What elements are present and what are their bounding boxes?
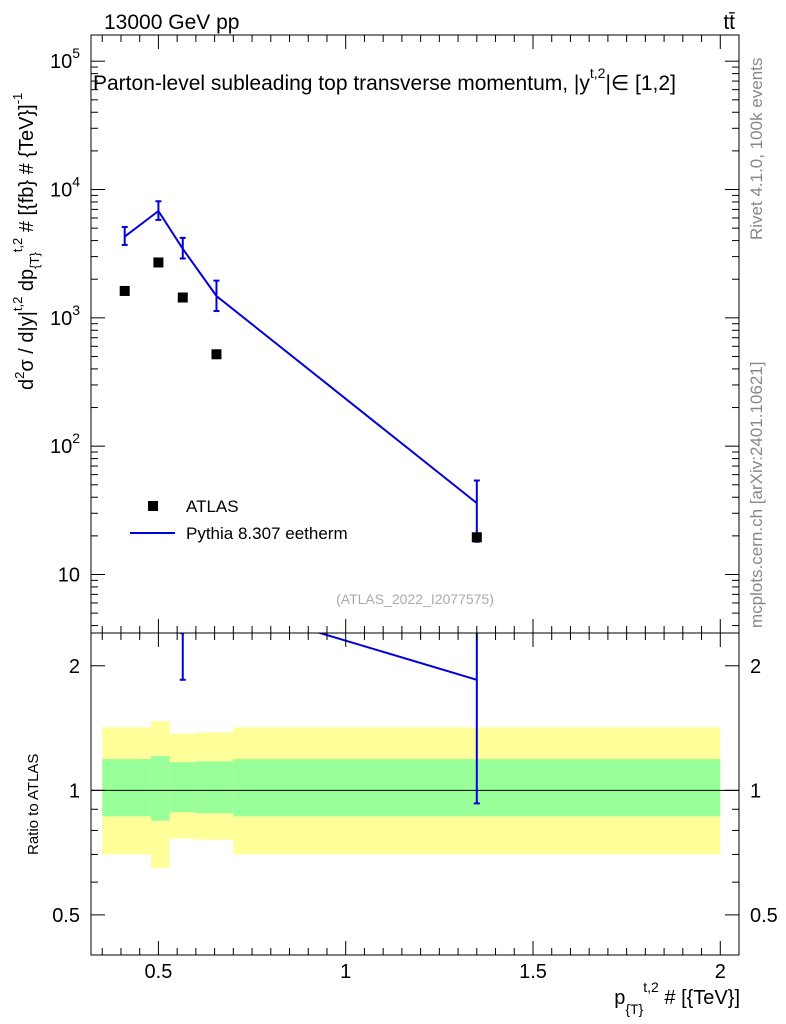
ratio-panel: 0.5 0.5 1 1 2 2 0.5 1 1.5 2 Ratio to ATLAS p{T}t…	[25, 632, 778, 1017]
chart-title-sup: t,2	[590, 65, 606, 81]
ratio-y-axis-ticks: 0.5 0.5 1 1 2 2	[52, 656, 778, 956]
ratio-plot-area	[90, 632, 740, 956]
chart-title-tail: |∈ [1,2]	[605, 72, 675, 95]
main-panel: 10 102 103 104 105 Parton-level subleading t…	[10, 34, 740, 634]
legend-label-atlas: ATLAS	[186, 497, 239, 516]
x-axis-label: p{T}t,2 # [{TeV}]	[614, 979, 740, 1017]
legend-label-pythia: Pythia 8.307 eetherm	[186, 524, 348, 543]
legend-marker-atlas	[148, 501, 158, 511]
ratio-y-tick-label-right: 2	[750, 656, 761, 678]
x-tick-label: 2	[715, 961, 726, 983]
main-y-tick-label: 10	[58, 564, 80, 586]
process-label: tt̄	[723, 11, 735, 34]
x-tick-label: 1.5	[519, 961, 547, 983]
main-y-tick-label: 102	[50, 430, 80, 458]
ratio-band-green	[195, 761, 234, 814]
x-tick-label: 0.5	[145, 961, 173, 983]
ratio-pythia-line	[178, 633, 478, 681]
energy-label: 13000 GeV pp	[104, 11, 239, 34]
main-y-axis-label: d2σ / d|y|t,2 dp{T}t,2 # [{fb} # {TeV}]-…	[10, 93, 42, 390]
atlas-data-point	[211, 349, 222, 360]
ratio-y-tick-label-left: 1	[69, 780, 80, 802]
analysis-id-annotation: (ATLAS_2022_I2077575)	[336, 591, 494, 607]
legend: ATLAS Pythia 8.307 eetherm	[130, 497, 348, 543]
ratio-y-tick-label-right: 0.5	[750, 905, 778, 927]
main-series-layer	[119, 200, 482, 543]
ratio-y-axis-label: Ratio to ATLAS	[25, 754, 42, 855]
x-tick-label: 1	[340, 961, 351, 983]
main-x-axis-ticks	[101, 35, 740, 633]
atlas-data-point	[471, 532, 482, 543]
rivet-version-label: Rivet 4.1.0, 100k events	[747, 58, 766, 240]
main-y-tick-label: 104	[50, 174, 80, 202]
main-y-tick-label: 105	[50, 45, 80, 73]
ratio-band-green	[169, 762, 196, 813]
ratio-band-green	[102, 759, 151, 817]
ratio-band-green	[150, 756, 170, 821]
ratio-uncertainty-bands	[102, 721, 721, 868]
atlas-data-point	[119, 285, 130, 296]
atlas-data-point	[153, 257, 164, 268]
mcplots-label: mcplots.cern.ch [arXiv:2401.10621]	[747, 362, 766, 628]
main-y-tick-label: 103	[50, 302, 80, 330]
ratio-y-tick-label-left: 0.5	[52, 905, 80, 927]
chart-title: Parton-level subleading top transverse m…	[93, 65, 676, 95]
ratio-y-tick-label-right: 1	[750, 780, 761, 802]
chart-title-main: Parton-level subleading top transverse m…	[93, 72, 590, 95]
ratio-y-tick-label-left: 2	[69, 656, 80, 678]
ratio-x-axis-ticks: 0.5 1 1.5 2	[101, 633, 740, 983]
main-plot-area	[90, 34, 740, 634]
pythia-line	[124, 209, 478, 504]
atlas-data-point	[177, 292, 188, 303]
main-y-axis-ticks: 10 102 103 104 105	[50, 45, 739, 627]
